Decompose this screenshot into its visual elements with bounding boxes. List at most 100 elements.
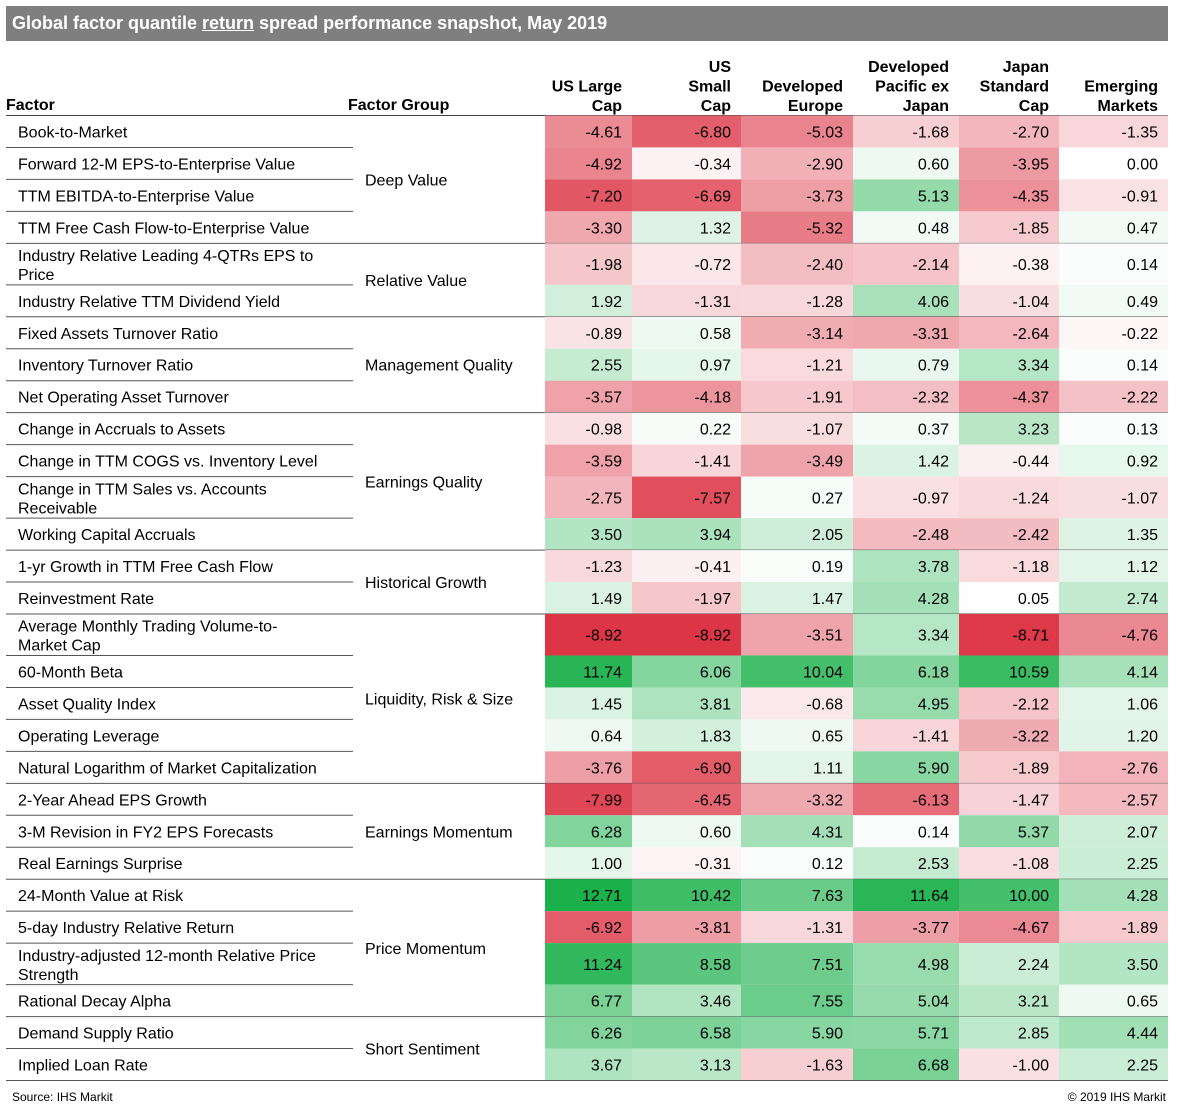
value-label: -3.77 [913,920,950,937]
value-label: 10.04 [803,664,843,681]
value-label: -2.40 [807,257,844,274]
heat-cell [545,115,632,148]
heat-cell [545,348,632,381]
value-label: 0.49 [1127,294,1158,311]
factor-name: Implied Loan Rate [18,1058,148,1075]
value-label: -3.95 [1013,156,1050,173]
value-label: -4.61 [586,124,623,141]
heat-cell [959,815,1059,848]
value-label: 2.55 [591,358,622,375]
value-label: 3.13 [700,1058,731,1075]
value-label: -1.21 [807,358,844,375]
heat-cell [632,147,741,180]
value-label: 0.97 [700,358,731,375]
value-label: 0.22 [700,422,731,439]
heat-cell [959,348,1059,381]
heat-cell [1059,687,1168,720]
value-label: 4.06 [918,294,949,311]
value-label: -1.31 [807,920,844,937]
heat-cell [741,550,853,583]
heat-cell [741,211,853,244]
heat-cell [959,115,1059,148]
value-label: 7.51 [812,957,843,974]
heat-cell [632,211,741,244]
heat-cell [853,984,959,1017]
heat-cell [545,847,632,880]
value-label: -1.41 [695,454,732,471]
value-label: -8.71 [1013,628,1050,645]
value-label: -0.68 [807,696,844,713]
chart-title: Global factor quantile return spread per… [6,6,1168,41]
value-label: -2.32 [913,390,950,407]
value-label: -1.18 [1013,559,1050,576]
column-header-2: US [709,59,732,76]
heat-cell [853,719,959,752]
factor-name: Price [18,267,55,284]
heat-cell [545,518,632,551]
heat-cell [1059,1048,1168,1081]
heat-cell [741,444,853,477]
heat-cell [741,582,853,614]
value-label: -0.22 [1122,326,1159,343]
heat-cell [853,380,959,413]
heat-cell [545,655,632,688]
value-label: 3.67 [591,1058,622,1075]
value-label: 4.28 [1127,888,1158,905]
column-header-4: Japan [903,98,949,115]
heat-cell [959,582,1059,614]
heat-cell [632,751,741,784]
heat-cell [1059,655,1168,688]
heat-cell [1059,613,1168,656]
value-label: 1.12 [1127,559,1158,576]
heat-cell [632,179,741,212]
heat-cell [959,444,1059,477]
value-label: 4.44 [1127,1026,1158,1043]
value-label: 0.48 [918,220,949,237]
value-label: 3.34 [918,628,949,645]
factor-name: Rational Decay Alpha [18,994,171,1011]
column-header-5: Japan [1003,59,1049,76]
value-label: -0.97 [913,490,950,507]
value-label: 5.13 [918,188,949,205]
value-label: -1.41 [913,728,950,745]
value-label: -1.89 [1013,760,1050,777]
heat-cell [741,984,853,1017]
value-label: 1.35 [1127,527,1158,544]
heat-cell [632,783,741,816]
factor-name: Demand Supply Ratio [18,1026,174,1043]
heat-cell [741,518,853,551]
heat-cell [959,655,1059,688]
heat-cell [959,1016,1059,1049]
value-label: -3.51 [807,628,844,645]
heat-cell [741,719,853,752]
heat-cell [545,444,632,477]
value-label: 5.90 [812,1026,843,1043]
value-label: 2.24 [1018,957,1049,974]
heat-cell [545,687,632,720]
value-label: 1.45 [591,696,622,713]
value-label: 0.00 [1127,156,1158,173]
value-label: -1.04 [1013,294,1050,311]
heat-cell [853,1048,959,1081]
value-label: 0.05 [1018,591,1049,608]
factor-group-label: Historical Growth [365,575,487,592]
value-label: -4.18 [695,390,732,407]
heat-cell [959,1048,1059,1081]
heat-cell [741,476,853,519]
factor-name: Industry Relative Leading 4-QTRs EPS to [18,248,313,265]
heat-cell [632,444,741,477]
value-label: 2.25 [1127,856,1158,873]
heat-cell [632,911,741,944]
heat-cell [853,751,959,784]
column-header-2: Small [688,79,731,96]
factor-name: Strength [18,967,78,984]
value-label: -8.92 [586,628,623,645]
heat-cell [853,316,959,349]
factor-name: TTM EBITDA-to-Enterprise Value [18,188,254,205]
heat-cell [853,243,959,285]
heat-cell [1059,211,1168,244]
heat-cell [545,476,632,519]
factor-name: Inventory Turnover Ratio [18,358,193,375]
heat-cell [853,444,959,477]
heat-cell [1059,243,1168,285]
